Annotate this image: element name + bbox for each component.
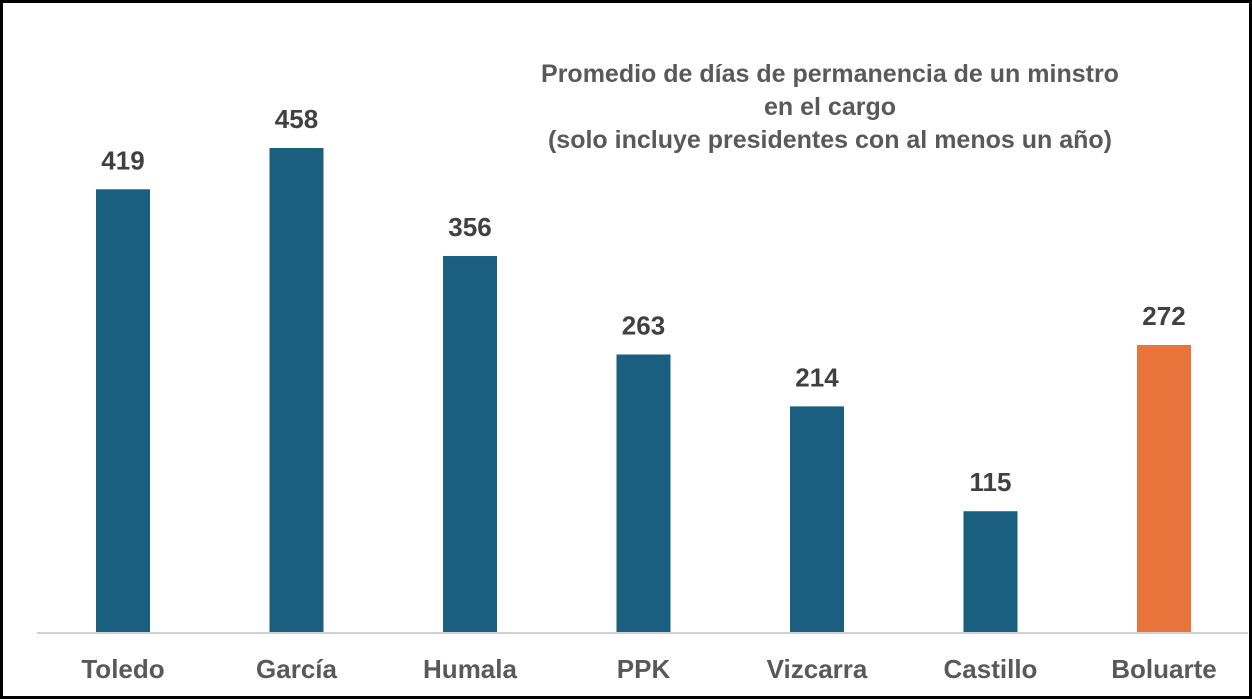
chart-title: Promedio de días de permanencia de un mi… bbox=[430, 58, 1230, 157]
chart-title-line-3: (solo incluye presidentes con al menos u… bbox=[547, 126, 1112, 154]
data-label: 356 bbox=[448, 212, 491, 242]
bar-castillo bbox=[963, 511, 1018, 633]
chart-title-line-2: en el cargo bbox=[764, 93, 896, 121]
chart-title-line-1: Promedio de días de permanencia de un mi… bbox=[541, 60, 1119, 88]
bar-vizcarra bbox=[790, 406, 844, 633]
category-label: Castillo bbox=[944, 654, 1038, 684]
data-label: 214 bbox=[795, 362, 839, 392]
category-label: Vizcarra bbox=[767, 654, 868, 684]
category-label: García bbox=[256, 654, 337, 684]
category-label: Toledo bbox=[81, 654, 164, 684]
category-label: Humala bbox=[423, 654, 517, 684]
bar-garcía bbox=[269, 148, 324, 633]
bar-toledo bbox=[96, 189, 150, 633]
category-label: Boluarte bbox=[1111, 654, 1216, 684]
data-label: 419 bbox=[101, 145, 144, 175]
data-label: 458 bbox=[275, 104, 318, 134]
data-label: 272 bbox=[1142, 301, 1185, 331]
category-label: PPK bbox=[617, 654, 671, 684]
data-label: 263 bbox=[622, 310, 665, 340]
bar-boluarte bbox=[1137, 344, 1191, 633]
bar-ppk bbox=[616, 354, 671, 633]
data-label: 115 bbox=[970, 467, 1012, 497]
bar-humala bbox=[443, 256, 497, 633]
